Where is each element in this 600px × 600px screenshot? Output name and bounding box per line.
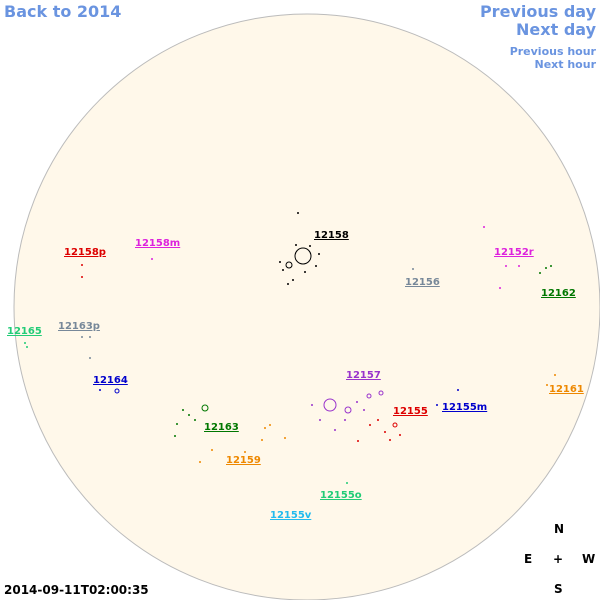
sunspot-12158 xyxy=(295,244,297,246)
sunspot-12155 xyxy=(392,422,398,428)
sunspot-12155m xyxy=(457,389,459,391)
sunspot-marks xyxy=(24,212,556,484)
sunspot-12164 xyxy=(99,389,101,391)
sunspot-12157 xyxy=(378,390,384,396)
sunspot-12157 xyxy=(356,401,358,403)
sunspot-12165 xyxy=(26,346,28,348)
sunspot-12162 xyxy=(539,272,541,274)
region-label-12156[interactable]: 12156 xyxy=(405,277,440,288)
compass-east: E xyxy=(524,552,533,566)
solar-disk xyxy=(13,13,600,600)
next-hour-link[interactable]: Next hour xyxy=(534,58,597,71)
region-label-12164[interactable]: 12164 xyxy=(93,375,128,386)
region-label-12155v[interactable]: 12155v xyxy=(270,510,312,521)
sunspot-12158 xyxy=(315,265,317,267)
sunspot-12155 xyxy=(384,431,386,433)
sunspot-12163 xyxy=(188,414,190,416)
sunspot-12157 xyxy=(363,409,365,411)
sunspot-12163p xyxy=(81,336,83,338)
region-label-12158m[interactable]: 12158m xyxy=(135,238,180,249)
sunspot-12152r xyxy=(483,226,485,228)
previous-day-link[interactable]: Previous day xyxy=(479,2,596,21)
sunspot-12158 xyxy=(279,261,281,263)
region-label-12155o[interactable]: 12155o xyxy=(320,490,362,501)
sunspot-12157 xyxy=(366,393,372,399)
region-label-12163[interactable]: 12163 xyxy=(204,422,239,433)
sunspot-12158 xyxy=(297,212,299,214)
sunspot-12158 xyxy=(292,279,294,281)
region-label-12165[interactable]: 12165 xyxy=(7,326,42,337)
sunspot-12155m xyxy=(436,404,438,406)
compass-north: N xyxy=(554,522,565,536)
sunspot-12162 xyxy=(545,267,547,269)
sunspot-12155 xyxy=(377,419,379,421)
back-to-year-link[interactable]: Back to 2014 xyxy=(4,2,122,21)
sunspot-12159 xyxy=(261,439,263,441)
sunspot-12155 xyxy=(357,440,359,442)
next-day-link[interactable]: Next day xyxy=(516,20,596,39)
sunspot-12155o xyxy=(346,482,348,484)
sunspot-12158 xyxy=(285,261,293,269)
region-label-12163p[interactable]: 12163p xyxy=(58,321,100,332)
sunspot-12158p xyxy=(81,276,83,278)
compass-center: + xyxy=(553,552,564,566)
sunspot-12164 xyxy=(114,388,120,394)
sunspot-12159 xyxy=(264,427,266,429)
region-label-12152r[interactable]: 12152r xyxy=(494,247,534,258)
region-label-12155m[interactable]: 12155m xyxy=(442,402,487,413)
region-label-12159[interactable]: 12159 xyxy=(226,455,261,466)
observation-timestamp: 2014-09-11T02:00:35 xyxy=(4,583,149,597)
sunspot-12152r xyxy=(499,287,501,289)
compass-west: W xyxy=(582,552,596,566)
sunspot-12152r xyxy=(518,265,520,267)
region-label-12161[interactable]: 12161 xyxy=(549,384,584,395)
sunspot-12163 xyxy=(194,419,196,421)
region-label-12158p[interactable]: 12158p xyxy=(64,247,106,258)
sunspot-12157 xyxy=(344,419,346,421)
sunspot-12163 xyxy=(182,409,184,411)
region-label-12157[interactable]: 12157 xyxy=(346,370,381,381)
sunspot-12157 xyxy=(344,406,352,414)
sunspot-12158p xyxy=(81,264,83,266)
sunspot-12159 xyxy=(244,451,246,453)
sunspot-12155 xyxy=(369,424,371,426)
sunspot-12163p xyxy=(89,336,91,338)
sunspot-12155 xyxy=(389,439,391,441)
sunspot-12159 xyxy=(199,461,201,463)
sunspot-12158 xyxy=(287,283,289,285)
sunspot-12155 xyxy=(399,434,401,436)
sunspot-12163 xyxy=(174,435,176,437)
sunspot-12158m xyxy=(151,258,153,260)
sunspot-12163 xyxy=(176,423,178,425)
sunspot-12158 xyxy=(318,253,320,255)
sunspot-12158 xyxy=(294,247,312,265)
region-label-12158[interactable]: 12158 xyxy=(314,230,349,241)
sunspot-12158 xyxy=(282,269,284,271)
compass-south: S xyxy=(554,582,563,596)
previous-hour-link[interactable]: Previous hour xyxy=(509,45,596,58)
sunspot-12159 xyxy=(211,449,213,451)
region-label-12162[interactable]: 12162 xyxy=(541,288,576,299)
sunspot-12157 xyxy=(319,419,321,421)
sunspot-12161 xyxy=(554,374,556,376)
sunspot-12157 xyxy=(323,398,337,412)
sunspot-12156 xyxy=(412,268,414,270)
sunspot-12157 xyxy=(311,404,313,406)
sunspot-12157 xyxy=(334,429,336,431)
sunspot-12163p xyxy=(89,357,91,359)
sunspot-12162 xyxy=(550,265,552,267)
sunspot-12163 xyxy=(201,404,209,412)
sunspot-12161 xyxy=(546,384,548,386)
sunspot-12159 xyxy=(269,424,271,426)
sunspot-12165 xyxy=(24,342,26,344)
sunspot-12158 xyxy=(309,245,311,247)
sunspot-12152r xyxy=(505,265,507,267)
region-label-12155[interactable]: 12155 xyxy=(393,406,428,417)
sunspot-12158 xyxy=(304,271,306,273)
sunspot-12159 xyxy=(284,437,286,439)
